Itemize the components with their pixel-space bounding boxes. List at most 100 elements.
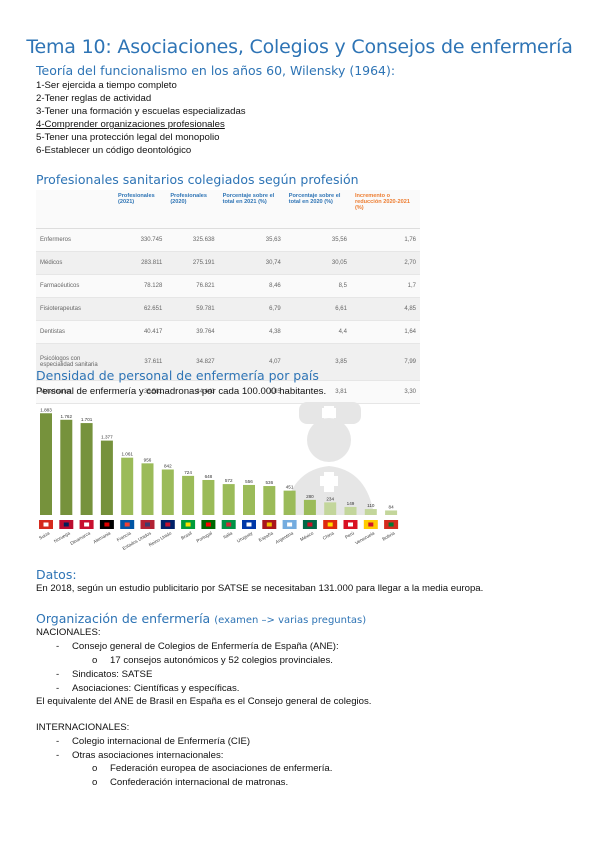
datos-heading: Datos:	[36, 567, 77, 582]
country-label: España	[258, 530, 274, 542]
bar	[60, 419, 73, 515]
org-heading: Organización de enfermería (examen –> va…	[36, 611, 366, 626]
circle-bullet: o	[92, 763, 98, 774]
table-cell: 8,5	[284, 274, 351, 298]
dash-bullet: -	[56, 641, 60, 652]
bar	[364, 509, 377, 515]
bar-value-label: 842	[164, 464, 172, 469]
bar	[344, 506, 357, 515]
country-label: Argentina	[275, 530, 295, 544]
list-item: Sindicatos: SATSE	[72, 669, 153, 680]
country-label: Venezuela	[354, 530, 375, 545]
bar-value-label: 1.883	[40, 407, 52, 412]
list-item: Consejo general de Colegios de Enfermerí…	[72, 641, 339, 652]
table-heading: Profesionales sanitarios colegiados segú…	[36, 172, 359, 187]
density-bar-chart: 1.883 1.762 1.701 1.377 1.061 956 842 724 648 572…	[38, 402, 399, 551]
theory-heading: Teoría del funcionalismo en los años 60,…	[36, 63, 396, 78]
country-flag-detail	[388, 522, 394, 527]
bar-value-label: 1.377	[101, 435, 113, 440]
table-cell: 4,85	[350, 297, 420, 321]
table-cell: 6,79	[218, 297, 285, 321]
table-cell: 62.651	[114, 297, 167, 321]
theory-item: 1-Ser ejercida a tiempo completo	[36, 80, 177, 91]
table-row-label: Farmacéuticos	[36, 274, 114, 298]
theory-item: 5-Tener una protección legal del monopol…	[36, 132, 220, 143]
table-cell: 3,85	[218, 380, 285, 404]
country-label: Bolivia	[381, 530, 396, 541]
bar	[283, 490, 296, 515]
table-cell: 6,61	[284, 297, 351, 321]
table-cell: 34.443	[166, 380, 219, 404]
theory-item: 6-Establecer un código deontológico	[36, 145, 192, 156]
density-subtitle: Personal de enfermería y comadronas por …	[36, 386, 327, 397]
country-flag-detail	[63, 522, 69, 527]
country-flag-detail	[124, 522, 130, 527]
table-cell: 4,07	[218, 343, 285, 381]
table-cell: 35,63	[218, 228, 285, 252]
theory-item: 3-Tener una formación y escuelas especia…	[36, 106, 246, 117]
table-cell: 1,64	[350, 320, 420, 344]
dash-bullet: -	[56, 736, 60, 747]
bar	[385, 510, 398, 515]
bar	[161, 469, 174, 515]
country-flag-detail	[226, 522, 232, 527]
country-label: Perú	[344, 530, 355, 539]
table-cell: 39.764	[166, 320, 219, 344]
bar-value-label: 1.701	[81, 417, 93, 422]
list-item: Confederación internacional de matronas.	[110, 777, 289, 788]
table-cell: 30,05	[284, 251, 351, 275]
nacionales-label: NACIONALES:	[36, 627, 101, 638]
bar-value-label: 280	[306, 494, 314, 499]
theory-item: 2-Tener reglas de actividad	[36, 93, 152, 104]
table-cell: 8,46	[218, 274, 285, 298]
table-cell: 4,38	[218, 320, 285, 344]
org-heading-text: Organización de enfermería	[36, 611, 211, 626]
table-row: Veterinarios 35.581 34.443 3,85 3,81 3,30	[36, 380, 420, 404]
bar-value-label: 149	[347, 501, 355, 506]
bar	[40, 413, 52, 515]
bar-value-label: 1.762	[61, 414, 73, 419]
country-flag-detail	[165, 522, 171, 527]
table-header-cell: Profesionales (2021)	[114, 190, 167, 229]
table-header-cell: Porcentaje sobre el total en 2021 (%)	[218, 190, 285, 229]
bar	[263, 486, 276, 515]
table-cell: 30,74	[218, 251, 285, 275]
country-label: Portugal	[196, 531, 213, 544]
country-flag-detail	[145, 522, 150, 527]
country-flag-detail	[348, 522, 353, 527]
profession-table: Profesionales (2021) Profesionales (2020…	[36, 190, 420, 404]
country-flag-detail	[368, 522, 374, 527]
circle-bullet: o	[92, 655, 98, 666]
bar-value-label: 572	[225, 478, 233, 483]
table-row: Fisioterapeutas 62.651 59.781 6,79 6,61 4,85	[36, 297, 420, 321]
table-cell: 3,30	[350, 380, 420, 404]
table-row: Farmacéuticos 78.128 76.821 8,46 8,5 1,7	[36, 274, 420, 298]
table-header-cell: Profesionales (2020)	[166, 190, 219, 229]
table-cell: 283.811	[114, 251, 167, 275]
table-cell: 325.638	[166, 228, 219, 252]
bar	[100, 440, 113, 515]
country-label: Francia	[116, 530, 132, 542]
bar	[243, 484, 255, 515]
table-cell: 40.417	[114, 320, 167, 344]
country-flag-detail	[327, 522, 333, 527]
table-cell: 59.781	[166, 297, 219, 321]
table-row-label: Médicos	[36, 251, 114, 275]
page-title: Tema 10: Asociaciones, Colegios y Consej…	[26, 36, 573, 58]
table-cell: 37.611	[114, 343, 167, 381]
bar-value-label: 234	[326, 496, 334, 501]
table-row: Enfermeros 330.745 325.638 35,63 35,56 1,76	[36, 228, 420, 252]
bar-value-label: 84	[389, 504, 395, 509]
bar-value-label: 648	[205, 474, 213, 479]
list-item: Colegio internacional de Enfermería (CIE…	[72, 736, 251, 747]
country-flag-detail	[84, 522, 90, 527]
bar	[303, 499, 316, 515]
bar-value-label: 556	[245, 479, 253, 484]
circle-bullet: o	[92, 777, 98, 788]
country-label: Alemania	[92, 530, 111, 544]
country-label: Dinamarca	[69, 530, 91, 546]
country-flag-detail	[104, 522, 110, 527]
bar	[324, 502, 337, 515]
list-item: Asociaciones: Científicas y específicas.	[72, 683, 240, 694]
table-header-row: Profesionales (2021) Profesionales (2020…	[36, 190, 420, 229]
